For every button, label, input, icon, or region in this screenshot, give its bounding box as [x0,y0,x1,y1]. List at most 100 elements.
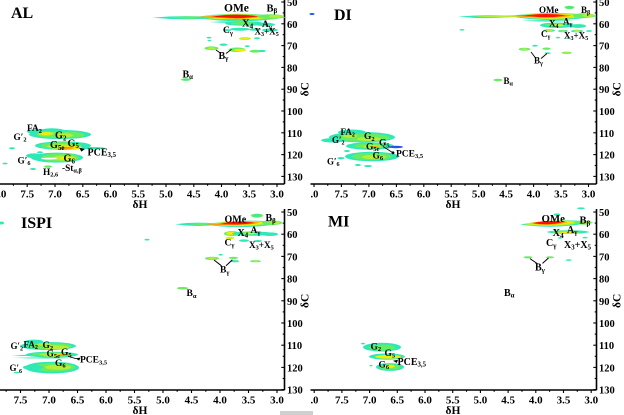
svg-text:4.0: 4.0 [215,189,229,201]
svg-text:Aγ​: Aγ​ [567,225,578,237]
svg-text:G5e​: G5e​ [47,349,61,360]
svg-text:PCE3,5​: PCE3,5​ [80,356,108,367]
svg-text:50: 50 [287,0,298,9]
svg-text:110: 110 [287,341,302,352]
svg-text:Cγ​: Cγ​ [223,26,233,37]
svg-text:100: 100 [599,319,615,330]
svg-text:6.0: 6.0 [99,395,113,407]
svg-text:5.5: 5.5 [444,189,458,201]
svg-text:5.5: 5.5 [446,395,460,407]
svg-text:G′2​: G′2​ [11,341,24,353]
svg-text:MI: MI [328,214,349,231]
svg-text:X3​+X5​: X3​+X5​ [564,240,592,252]
svg-text:δH: δH [446,199,461,211]
svg-text:3.0: 3.0 [584,395,598,407]
svg-text:6.5: 6.5 [71,395,85,407]
svg-text:G6​: G6​ [64,154,76,166]
svg-text:X4​: X4​ [553,228,565,240]
svg-text:7.0: 7.0 [42,395,56,407]
svg-text:100: 100 [287,107,303,118]
svg-text:G′6​: G′6​ [327,157,340,169]
svg-text:100: 100 [599,107,615,118]
svg-text:3.0: 3.0 [270,189,284,201]
svg-text:G2​: G2​ [371,342,382,353]
svg-text:.0: .0 [311,396,319,407]
svg-text:7.0: 7.0 [48,189,62,201]
svg-text:3.5: 3.5 [242,189,256,201]
svg-text:δC: δC [300,294,312,308]
svg-text:OMe: OMe [224,2,249,14]
svg-text:Cγ​: Cγ​ [541,29,551,41]
svg-text:G5e​: G5e​ [366,142,380,153]
svg-text:G′6​: G′6​ [10,363,23,375]
svg-text:δC: δC [612,294,624,308]
svg-text:X4​: X4​ [549,19,559,31]
svg-text:δH: δH [446,405,461,415]
svg-text:8.0: 8.0 [0,189,7,201]
svg-text:Cγ​: Cγ​ [225,238,235,249]
svg-text:120: 120 [599,363,615,374]
svg-text:X4​: X4​ [242,19,254,31]
svg-text:X4​: X4​ [238,228,249,240]
svg-text:Bγ​: Bγ​ [219,51,230,63]
svg-text:AL: AL [11,5,33,22]
svg-text:110: 110 [599,341,614,352]
svg-text:δH: δH [133,405,148,415]
svg-text:7.5: 7.5 [335,395,349,407]
svg-text:G′2​: G′2​ [332,135,345,147]
svg-text:Aγ​: Aγ​ [262,20,272,31]
svg-text:6.0: 6.0 [104,189,118,201]
svg-text:130: 130 [599,386,615,397]
svg-text:80: 80 [599,275,610,286]
svg-text:50: 50 [287,208,298,219]
svg-text:5.0: 5.0 [472,189,486,201]
svg-text:130: 130 [287,386,303,397]
svg-text:50: 50 [599,0,610,9]
svg-text:5.5: 5.5 [131,189,145,201]
svg-text:3.5: 3.5 [242,395,256,407]
svg-text:FA2​: FA2​ [341,127,355,139]
svg-text:Bγ​: Bγ​ [220,266,229,277]
svg-text:OMe: OMe [225,215,247,226]
svg-text:4.0: 4.0 [527,189,541,201]
svg-text:.0: .0 [311,190,319,201]
svg-text:80: 80 [287,63,298,74]
svg-text:110: 110 [599,129,614,140]
svg-text:Bα​: Bα​ [504,288,515,300]
svg-text:80: 80 [287,275,298,286]
svg-text:7.5: 7.5 [14,395,28,407]
svg-text:110: 110 [287,129,302,140]
svg-text:6.5: 6.5 [390,395,404,407]
svg-text:4.5: 4.5 [501,395,515,407]
svg-text:5.0: 5.0 [156,395,170,407]
svg-text:Bβ​: Bβ​ [267,3,278,15]
svg-text:6.0: 6.0 [418,395,432,407]
svg-text:PCE3,5​: PCE3,5​ [396,149,424,160]
svg-text:H2,6​: H2,6​ [43,168,58,179]
svg-text:80: 80 [599,63,610,74]
svg-text:4.5: 4.5 [187,189,201,201]
svg-text:Bα​: Bα​ [187,289,197,300]
svg-text:PCE3,5​: PCE3,5​ [398,357,427,369]
svg-text:Bα​: Bα​ [504,76,514,88]
svg-text:90: 90 [599,85,610,96]
svg-text:OMe: OMe [539,5,559,15]
svg-text:130: 130 [599,172,615,183]
svg-text:G6​: G6​ [379,360,390,371]
svg-text:5.0: 5.0 [474,395,488,407]
svg-text:G′2​: G′2​ [14,133,27,144]
svg-text:130: 130 [287,172,303,183]
svg-text:60: 60 [287,230,298,241]
svg-text:X3​+X5​: X3​+X5​ [564,31,588,43]
svg-text:Bβ​: Bβ​ [266,213,277,225]
svg-text:X3​+X5​: X3​+X5​ [255,27,279,39]
svg-text:FA2​: FA2​ [27,124,42,135]
svg-text:120: 120 [287,151,303,162]
svg-text:G6​: G6​ [55,359,66,370]
svg-text:FA2​: FA2​ [24,339,38,351]
svg-text:ISPI: ISPI [21,215,52,232]
svg-text:70: 70 [287,42,298,53]
svg-text:-Stα,β​: -Stα,β​ [62,164,82,175]
svg-text:120: 120 [287,363,303,374]
svg-text:70: 70 [599,42,610,53]
